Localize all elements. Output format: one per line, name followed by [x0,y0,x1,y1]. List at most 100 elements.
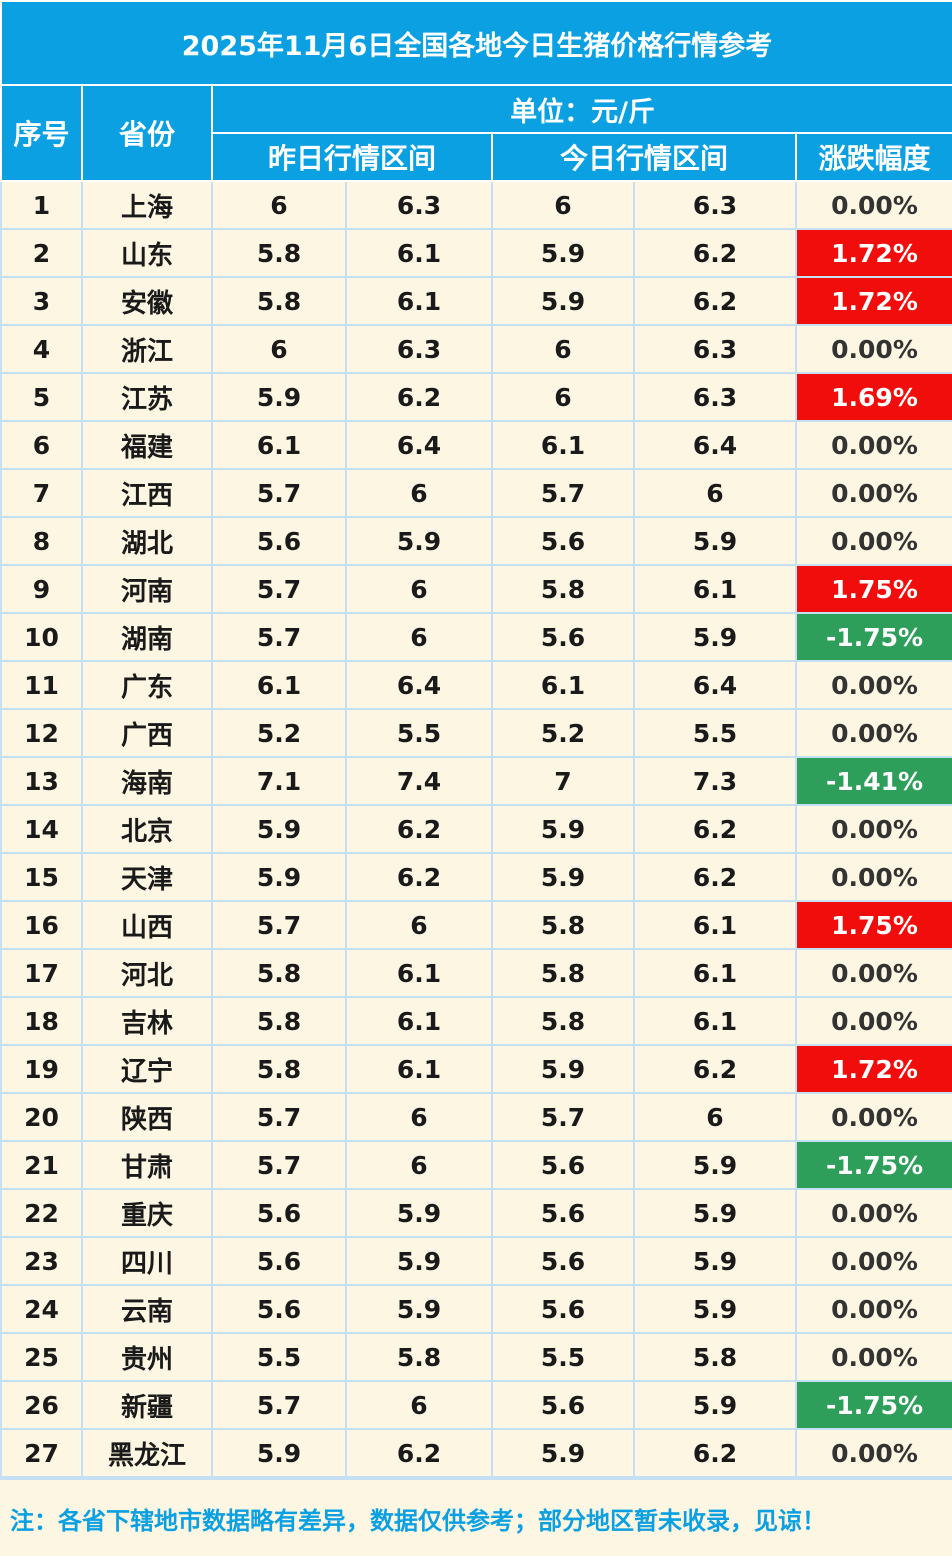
table-row: 25 贵州 5.5 5.8 5.5 5.8 0.00% [0,1332,952,1382]
table-row: 22 重庆 5.6 5.9 5.6 5.9 0.00% [0,1188,952,1238]
table-row: 24 云南 5.6 5.9 5.6 5.9 0.00% [0,1284,952,1334]
yesterday-low: 5.7 [211,612,347,662]
change-rate: 0.00% [794,468,952,518]
table-row: 12 广西 5.2 5.5 5.2 5.5 0.00% [0,708,952,758]
today-low: 5.6 [491,1236,635,1286]
row-index: 12 [0,708,83,758]
yesterday-low: 5.9 [211,1428,347,1478]
yesterday-low: 6.1 [211,660,347,710]
today-low: 5.9 [491,1428,635,1478]
table-row: 19 辽宁 5.8 6.1 5.9 6.2 1.72% [0,1044,952,1094]
change-rate: 0.00% [794,516,952,566]
today-low: 6 [491,180,635,230]
today-low: 6 [491,324,635,374]
row-province: 湖南 [81,612,213,662]
row-index: 23 [0,1236,83,1286]
table-row: 15 天津 5.9 6.2 5.9 6.2 0.00% [0,852,952,902]
row-index: 13 [0,756,83,806]
today-low: 5.6 [491,516,635,566]
row-index: 26 [0,1380,83,1430]
table-row: 2 山东 5.8 6.1 5.9 6.2 1.72% [0,228,952,278]
row-index: 25 [0,1332,83,1382]
today-high: 5.9 [633,1236,797,1286]
table-row: 14 北京 5.9 6.2 5.9 6.2 0.00% [0,804,952,854]
today-high: 7.3 [633,756,797,806]
yesterday-high: 6 [345,468,493,518]
table-row: 26 新疆 5.7 6 5.6 5.9 -1.75% [0,1380,952,1430]
yesterday-low: 5.8 [211,276,347,326]
yesterday-low: 5.6 [211,516,347,566]
change-rate: 1.72% [794,228,952,278]
header-yesterday-range: 昨日行情区间 [211,132,493,182]
header-today-range: 今日行情区间 [491,132,797,182]
today-low: 6 [491,372,635,422]
change-rate: 0.00% [794,660,952,710]
today-low: 5.6 [491,1188,635,1238]
table-row: 7 江西 5.7 6 5.7 6 0.00% [0,468,952,518]
change-rate: 1.72% [794,276,952,326]
change-rate: -1.75% [794,1140,952,1190]
table-row: 9 河南 5.7 6 5.8 6.1 1.75% [0,564,952,614]
today-high: 6.4 [633,420,797,470]
today-high: 5.9 [633,1140,797,1190]
yesterday-high: 6.1 [345,948,493,998]
yesterday-high: 7.4 [345,756,493,806]
yesterday-low: 6.1 [211,420,347,470]
today-high: 5.9 [633,1188,797,1238]
today-low: 5.5 [491,1332,635,1382]
yesterday-low: 5.8 [211,1044,347,1094]
yesterday-low: 5.8 [211,996,347,1046]
row-index: 3 [0,276,83,326]
row-index: 4 [0,324,83,374]
table-header: 2025年11月6日全国各地今日生猪价格行情参考 序号 省份 单位：元/斤 昨日… [0,0,952,182]
yesterday-low: 5.6 [211,1236,347,1286]
row-province: 天津 [81,852,213,902]
yesterday-low: 5.8 [211,228,347,278]
row-province: 浙江 [81,324,213,374]
today-high: 5.9 [633,612,797,662]
today-high: 5.8 [633,1332,797,1382]
row-index: 17 [0,948,83,998]
today-high: 6.2 [633,804,797,854]
table-row: 23 四川 5.6 5.9 5.6 5.9 0.00% [0,1236,952,1286]
table-row: 6 福建 6.1 6.4 6.1 6.4 0.00% [0,420,952,470]
row-province: 山西 [81,900,213,950]
change-rate: 0.00% [794,420,952,470]
page-title: 2025年11月6日全国各地今日生猪价格行情参考 [0,0,952,86]
today-low: 5.8 [491,564,635,614]
yesterday-low: 5.8 [211,948,347,998]
today-low: 5.9 [491,804,635,854]
yesterday-low: 5.2 [211,708,347,758]
today-low: 5.6 [491,1140,635,1190]
yesterday-high: 6.2 [345,804,493,854]
row-province: 江苏 [81,372,213,422]
yesterday-low: 6 [211,180,347,230]
yesterday-high: 6.1 [345,276,493,326]
table-row: 17 河北 5.8 6.1 5.8 6.1 0.00% [0,948,952,998]
header-index: 序号 [0,84,83,182]
change-rate: 0.00% [794,1092,952,1142]
yesterday-high: 5.9 [345,1188,493,1238]
row-index: 20 [0,1092,83,1142]
yesterday-low: 5.9 [211,372,347,422]
today-high: 6.2 [633,228,797,278]
today-high: 6.1 [633,564,797,614]
yesterday-high: 6.2 [345,1428,493,1478]
header-unit: 单位：元/斤 [210,84,952,134]
change-rate: 0.00% [794,324,952,374]
row-index: 15 [0,852,83,902]
today-high: 6.3 [633,372,797,422]
row-index: 5 [0,372,83,422]
row-province: 贵州 [81,1332,213,1382]
yesterday-high: 5.8 [345,1332,493,1382]
footnote: 注：各省下辖地市数据略有差异，数据仅供参考；部分地区暂未收录，见谅！ [0,1478,952,1556]
today-low: 5.6 [491,612,635,662]
yesterday-low: 5.9 [211,804,347,854]
yesterday-high: 6.3 [345,324,493,374]
price-table: 2025年11月6日全国各地今日生猪价格行情参考 序号 省份 单位：元/斤 昨日… [0,0,952,1478]
yesterday-high: 5.9 [345,516,493,566]
change-rate: 0.00% [794,996,952,1046]
row-province: 海南 [81,756,213,806]
yesterday-low: 5.7 [211,1140,347,1190]
today-low: 5.2 [491,708,635,758]
